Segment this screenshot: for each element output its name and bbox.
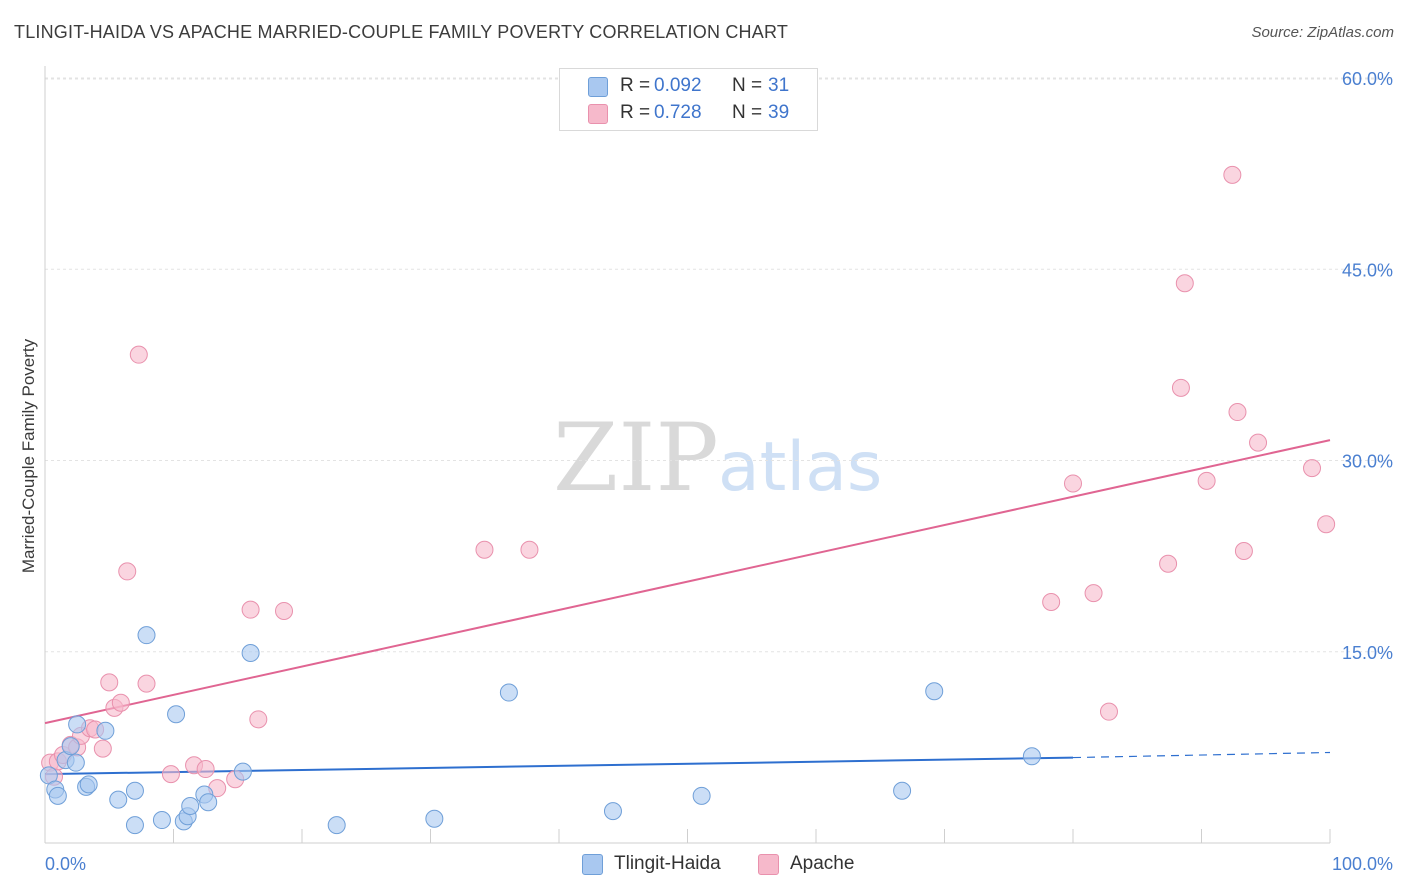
apache-point — [1223, 165, 1242, 184]
legend-n-value: 39 — [768, 102, 790, 123]
tlingit-haida-point — [233, 762, 252, 781]
apache-point — [93, 739, 112, 758]
tlingit-haida-point — [109, 790, 128, 809]
apache-point — [137, 674, 156, 693]
legend-r-label: R = — [620, 75, 651, 96]
tlingit-haida-point — [79, 775, 98, 794]
apache-point — [129, 345, 148, 364]
tlingit-haida-point — [425, 809, 444, 828]
chart-title: TLINGIT-HAIDA VS APACHE MARRIED-COUPLE F… — [14, 22, 789, 42]
apache-swatch — [758, 854, 779, 875]
apache-point — [100, 673, 119, 692]
tlingit-haida-point — [66, 753, 85, 772]
apache-point — [118, 562, 137, 581]
tlingit-haida-trend-extension — [1072, 751, 1331, 759]
legend-n-value: 31 — [768, 75, 790, 96]
tlingit-haida-swatch — [588, 77, 608, 97]
apache-point — [1317, 515, 1336, 534]
tlingit-haida-swatch — [582, 854, 603, 875]
apache-point — [1249, 433, 1268, 452]
tlingit-haida-point — [96, 721, 115, 740]
tlingit-haida-point — [125, 816, 144, 835]
series-label: Tlingit-Haida — [614, 853, 721, 874]
tlingit-haida-point — [152, 811, 171, 830]
tlingit-haida-point — [1022, 747, 1041, 766]
apache-point — [1064, 474, 1082, 493]
source-credit: Source: ZipAtlas.com — [1251, 24, 1394, 41]
tlingit-haida-point — [125, 781, 144, 800]
apache-point — [111, 693, 130, 712]
series-legend: Tlingit-Haida Apache — [0, 852, 1406, 878]
axes — [44, 66, 1331, 844]
y-tick-label: 30.0% — [1342, 452, 1393, 472]
apache-point — [475, 540, 494, 559]
tick-labels: 15.0% 30.0% 45.0% 60.0% 0.0% 100.0% — [45, 69, 1393, 874]
x-tick-label: 0.0% — [45, 854, 86, 874]
tlingit-haida-point — [241, 644, 260, 663]
tlingit-haida-point — [327, 816, 346, 835]
tlingit-haida-point — [499, 683, 518, 702]
legend-r-value: 0.092 — [654, 75, 702, 96]
apache-point — [275, 601, 294, 620]
apache-swatch — [588, 104, 608, 124]
tlingit-haida-point — [68, 715, 87, 734]
y-tick-label: 60.0% — [1342, 69, 1393, 89]
y-axis-label: Married-Couple Family Poverty — [19, 338, 38, 573]
trend-lines — [44, 439, 1331, 776]
tlingit-haida-point — [603, 802, 622, 821]
apache-point — [1159, 554, 1178, 573]
apache-point — [1084, 584, 1103, 603]
apache-point — [1228, 403, 1247, 422]
grid-lines — [45, 77, 1392, 653]
tlingit-haida-point — [181, 797, 200, 816]
y-tick-label: 45.0% — [1342, 260, 1393, 280]
tlingit-haida-point — [893, 781, 912, 800]
series-label: Apache — [790, 853, 855, 874]
tlingit-haida-point — [48, 786, 67, 805]
data-points — [39, 165, 1336, 835]
apache-point — [1042, 593, 1061, 612]
legend-row-apache: R = 0.728 N = 39 — [560, 100, 817, 126]
apache-point — [1171, 378, 1190, 397]
watermark-atlas: atlas — [718, 428, 882, 507]
watermark-zip: ZIP — [553, 404, 719, 513]
legend-r-label: R = — [620, 102, 651, 123]
legend-n-label: N = — [732, 75, 763, 96]
tlingit-haida-point — [61, 737, 80, 756]
tlingit-haida-point — [137, 626, 156, 645]
apache-point — [1099, 702, 1118, 721]
legend-row-tlingit-haida: R = 0.092 N = 31 — [560, 73, 817, 99]
x-tick-label: 100.0% — [1332, 854, 1393, 874]
apache-point — [161, 765, 180, 784]
apache-point — [1234, 542, 1253, 561]
y-tick-label: 15.0% — [1342, 643, 1393, 663]
tlingit-haida-point — [167, 705, 186, 724]
legend-r-value: 0.728 — [654, 102, 702, 123]
apache-point — [196, 760, 215, 779]
correlation-legend: R = 0.092 N = 31 R = 0.728 N = 39 — [559, 68, 818, 131]
tlingit-haida-trend-line — [44, 756, 1074, 776]
apache-point — [1303, 459, 1322, 478]
apache-point — [1197, 471, 1216, 490]
tlingit-haida-point — [692, 786, 711, 805]
apache-point — [520, 540, 539, 559]
apache-point — [241, 600, 260, 619]
apache-point — [1175, 274, 1194, 293]
tlingit-haida-point — [199, 793, 218, 812]
apache-trend-line — [44, 439, 1331, 725]
watermark: ZIP atlas — [553, 404, 882, 513]
tlingit-haida-point — [925, 682, 944, 701]
legend-n-label: N = — [732, 102, 763, 123]
apache-point — [249, 710, 268, 729]
